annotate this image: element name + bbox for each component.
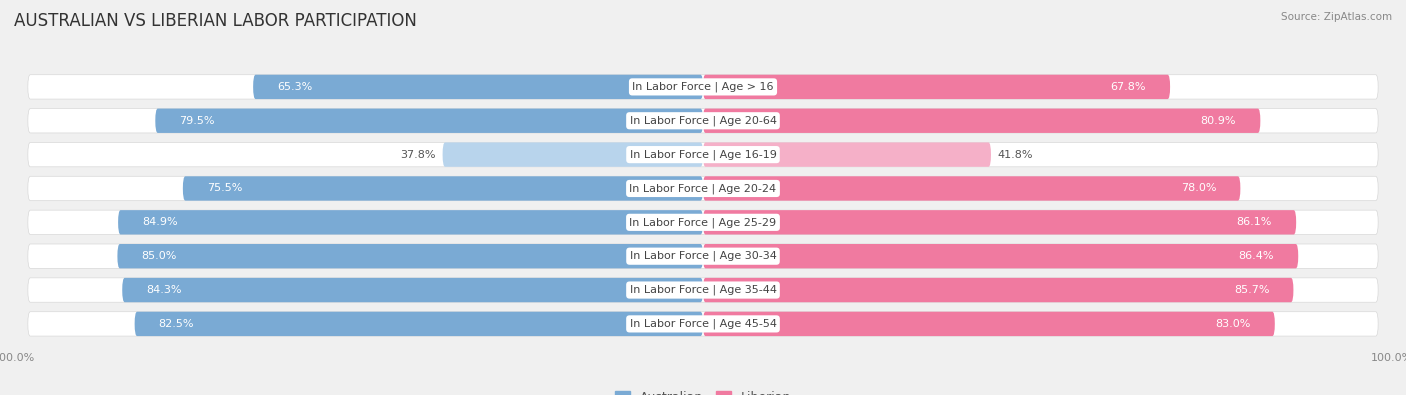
FancyBboxPatch shape — [703, 143, 991, 167]
FancyBboxPatch shape — [183, 176, 703, 201]
Text: 84.9%: 84.9% — [142, 217, 177, 228]
Text: 80.9%: 80.9% — [1201, 116, 1236, 126]
FancyBboxPatch shape — [28, 244, 1378, 268]
FancyBboxPatch shape — [703, 176, 1240, 201]
Text: 78.0%: 78.0% — [1181, 183, 1216, 194]
FancyBboxPatch shape — [703, 244, 1298, 268]
Text: AUSTRALIAN VS LIBERIAN LABOR PARTICIPATION: AUSTRALIAN VS LIBERIAN LABOR PARTICIPATI… — [14, 12, 418, 30]
FancyBboxPatch shape — [28, 176, 1378, 201]
Text: 67.8%: 67.8% — [1111, 82, 1146, 92]
Text: Source: ZipAtlas.com: Source: ZipAtlas.com — [1281, 12, 1392, 22]
FancyBboxPatch shape — [155, 109, 703, 133]
FancyBboxPatch shape — [28, 143, 1378, 167]
Text: 86.1%: 86.1% — [1237, 217, 1272, 228]
Text: In Labor Force | Age 25-29: In Labor Force | Age 25-29 — [630, 217, 776, 228]
FancyBboxPatch shape — [28, 312, 1378, 336]
Text: In Labor Force | Age 20-24: In Labor Force | Age 20-24 — [630, 183, 776, 194]
FancyBboxPatch shape — [703, 278, 1294, 302]
FancyBboxPatch shape — [703, 210, 1296, 235]
Text: 83.0%: 83.0% — [1215, 319, 1251, 329]
FancyBboxPatch shape — [28, 278, 1378, 302]
FancyBboxPatch shape — [135, 312, 703, 336]
Legend: Australian, Liberian: Australian, Liberian — [614, 391, 792, 395]
FancyBboxPatch shape — [703, 109, 1260, 133]
Text: In Labor Force | Age 30-34: In Labor Force | Age 30-34 — [630, 251, 776, 261]
Text: 41.8%: 41.8% — [998, 150, 1033, 160]
Text: In Labor Force | Age 45-54: In Labor Force | Age 45-54 — [630, 319, 776, 329]
Text: In Labor Force | Age > 16: In Labor Force | Age > 16 — [633, 82, 773, 92]
Text: 37.8%: 37.8% — [401, 150, 436, 160]
FancyBboxPatch shape — [118, 244, 703, 268]
FancyBboxPatch shape — [122, 278, 703, 302]
FancyBboxPatch shape — [28, 109, 1378, 133]
Text: In Labor Force | Age 16-19: In Labor Force | Age 16-19 — [630, 149, 776, 160]
FancyBboxPatch shape — [28, 210, 1378, 235]
FancyBboxPatch shape — [118, 210, 703, 235]
Text: 85.0%: 85.0% — [142, 251, 177, 261]
FancyBboxPatch shape — [443, 143, 703, 167]
Text: 82.5%: 82.5% — [159, 319, 194, 329]
FancyBboxPatch shape — [703, 312, 1275, 336]
Text: 86.4%: 86.4% — [1239, 251, 1274, 261]
FancyBboxPatch shape — [28, 75, 1378, 99]
Text: In Labor Force | Age 20-64: In Labor Force | Age 20-64 — [630, 115, 776, 126]
FancyBboxPatch shape — [253, 75, 703, 99]
Text: 85.7%: 85.7% — [1234, 285, 1270, 295]
Text: 65.3%: 65.3% — [277, 82, 312, 92]
Text: In Labor Force | Age 35-44: In Labor Force | Age 35-44 — [630, 285, 776, 295]
Text: 79.5%: 79.5% — [180, 116, 215, 126]
Text: 75.5%: 75.5% — [207, 183, 242, 194]
Text: 84.3%: 84.3% — [146, 285, 181, 295]
FancyBboxPatch shape — [703, 75, 1170, 99]
